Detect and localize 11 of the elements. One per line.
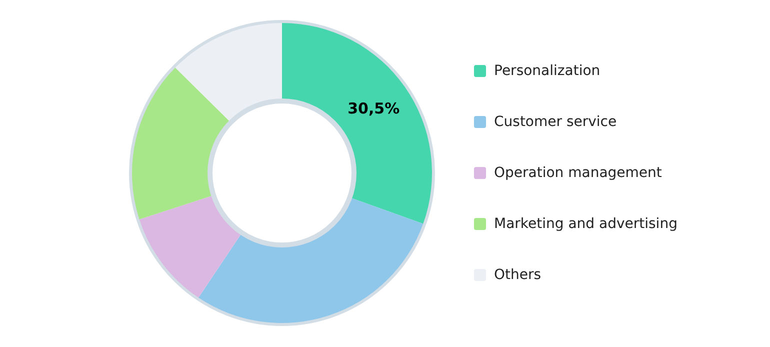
legend-label: Personalization [494,63,600,79]
donut-slice [198,198,424,323]
legend-label: Customer service [494,114,617,130]
donut-slice [139,196,241,298]
legend-label: Operation management [494,165,662,181]
legend-label: Marketing and advertising [494,216,678,232]
donut-slice [132,68,230,220]
donut-slice [175,23,282,122]
data-label: 30,5% [348,100,400,118]
donut-slice [282,23,432,224]
legend-label: Others [494,267,542,283]
